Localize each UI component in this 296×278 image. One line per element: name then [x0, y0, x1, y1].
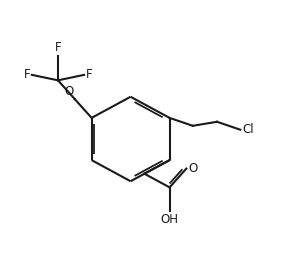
- Text: O: O: [64, 85, 73, 98]
- Text: F: F: [23, 68, 30, 81]
- Text: F: F: [55, 41, 61, 54]
- Text: Cl: Cl: [243, 123, 254, 136]
- Text: OH: OH: [160, 213, 178, 226]
- Text: O: O: [188, 162, 197, 175]
- Text: F: F: [86, 68, 92, 81]
